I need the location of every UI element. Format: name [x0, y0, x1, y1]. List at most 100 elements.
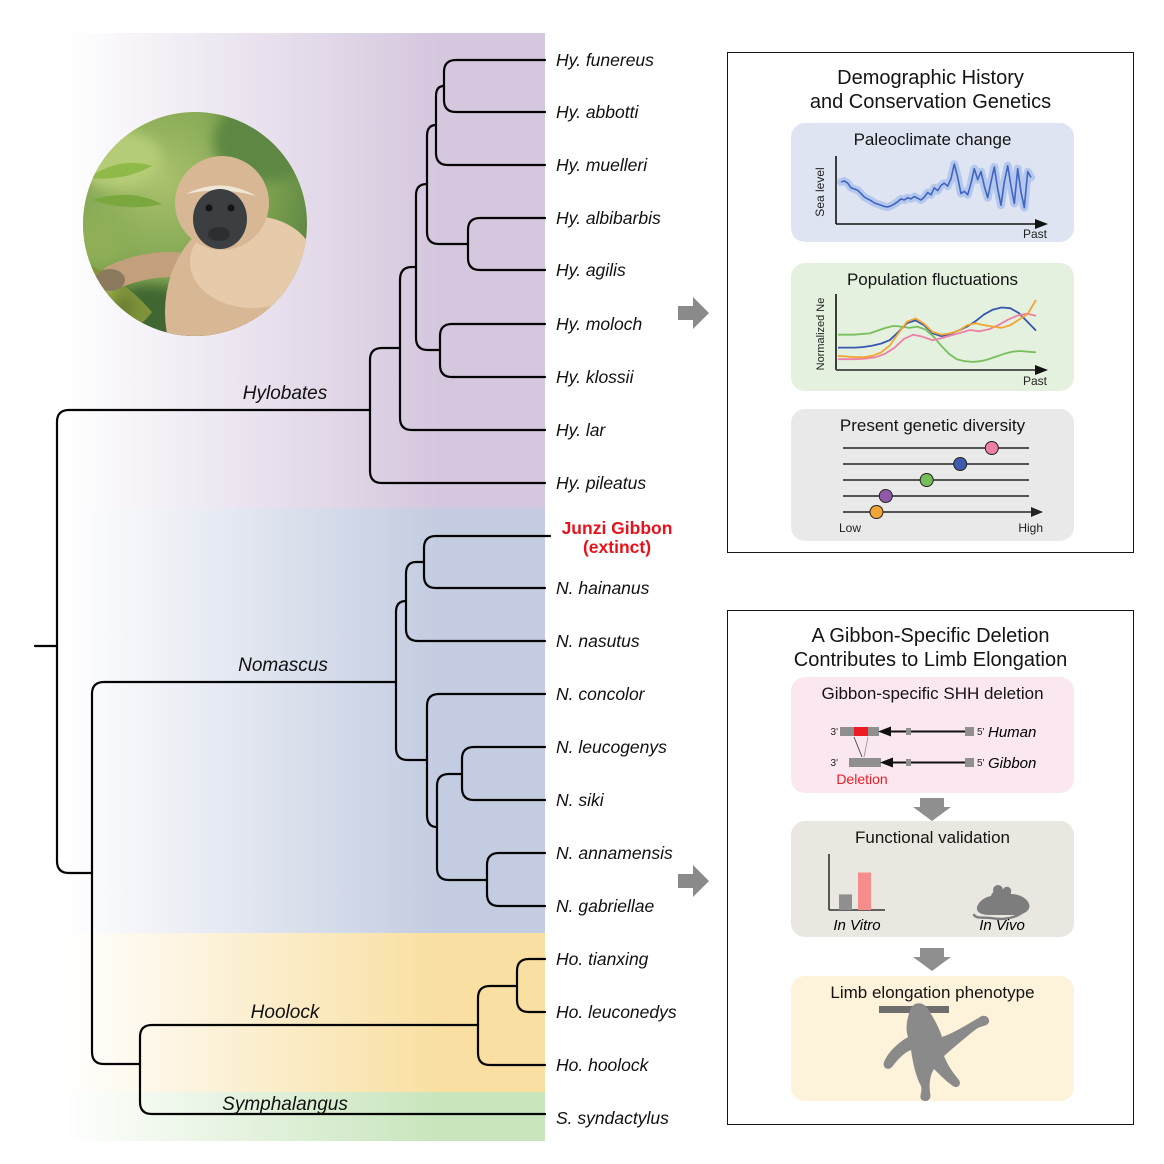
ne-line-pink	[838, 312, 1037, 361]
demographic-panel: Demographic History and Conservation Gen…	[727, 52, 1134, 553]
sea-level-ylabel: Sea level	[813, 167, 827, 216]
hanging-gibbon-silhouette	[883, 1003, 990, 1101]
genus-label-nomascus: Nomascus	[238, 655, 328, 676]
x-axis-arrowhead	[1035, 365, 1048, 375]
diversity-arrowhead	[1031, 507, 1043, 517]
gibbon-photo	[83, 112, 307, 336]
tip-hy-moloch: Hy. moloch	[556, 314, 642, 334]
genus-label-hoolock: Hoolock	[251, 1002, 321, 1023]
diversity-subpanel: Present genetic diversity Low High	[791, 409, 1074, 541]
deletion-title-line2: Contributes to Limb Elongation	[793, 649, 1068, 671]
ne-line-green	[838, 325, 1037, 363]
arrow-to-demographic-panel	[678, 297, 709, 329]
tip-hy-abbotti: Hy. abbotti	[556, 102, 639, 122]
genus-label-hylobates: Hylobates	[243, 383, 328, 404]
diversity-dot-orange	[869, 505, 884, 519]
tree-branches	[33, 58, 552, 1116]
phenotype-diagram	[879, 1003, 990, 1101]
sea-level-band	[837, 160, 1035, 212]
arrow-to-deletion-panel	[678, 865, 709, 897]
genus-label-symphalangus: Symphalangus	[222, 1094, 348, 1115]
validation-subpanel: Functional validation In Vitro In Vivo	[791, 821, 1074, 937]
invivo-label: In Vivo	[979, 917, 1025, 934]
gibbon-face	[193, 189, 247, 249]
gibbon-label: Gibbon	[988, 755, 1036, 772]
species-labels: Hy. funereus Hy. abbotti Hy. muelleri Hy…	[556, 50, 677, 1128]
population-chart: Normalized Ne Past	[815, 294, 1048, 388]
diversity-dot-green	[919, 473, 934, 487]
mouse-icon	[972, 885, 1030, 920]
diversity-dot-pink	[984, 441, 999, 455]
population-xlabel: Past	[1023, 374, 1048, 388]
tip-hy-funereus: Hy. funereus	[556, 50, 654, 70]
sea-level-line	[840, 163, 1032, 209]
tip-ho-hoolock: Ho. hoolock	[556, 1055, 650, 1075]
diversity-low-label: Low	[839, 521, 861, 535]
invitro-label: In Vitro	[833, 917, 880, 934]
band-symphalangus	[63, 1092, 545, 1141]
tip-n-annamensis: N. annamensis	[556, 843, 673, 863]
band-hoolock	[63, 933, 545, 1092]
ne-line-orange	[837, 299, 1037, 359]
leaf	[88, 162, 152, 179]
invitro-bar-deletion	[858, 872, 871, 910]
tip-hy-pileatus: Hy. pileatus	[556, 473, 646, 493]
paleoclimate-title: Paleoclimate change	[853, 130, 1012, 149]
paleoclimate-xlabel: Past	[1023, 227, 1048, 241]
population-ylabel: Normalized Ne	[815, 298, 827, 371]
phenotype-subpanel: Limb elongation phenotype	[791, 976, 1074, 1101]
demographic-title-line1: Demographic History	[837, 67, 1024, 89]
human-5prime: 5'	[977, 727, 985, 738]
tip-hy-klossii: Hy. klossii	[556, 367, 635, 387]
deletion-panel-title: A Gibbon-Specific Deletion Contributes t…	[728, 624, 1133, 672]
tip-n-siki: N. siki	[556, 790, 605, 810]
gibbon-hand	[95, 269, 125, 291]
population-title: Population fluctuations	[846, 270, 1019, 289]
deletion-title-line1: A Gibbon-Specific Deletion	[811, 625, 1050, 647]
x-axis-arrowhead	[1035, 219, 1048, 229]
gibbon-muzzle	[208, 227, 230, 241]
gibbon-5prime: 5'	[977, 758, 985, 769]
human-gene-arrowhead	[878, 726, 891, 737]
validation-diagram: In Vitro In Vivo	[828, 854, 1030, 934]
tip-junzi-gibbon: Junzi Gibbon	[562, 518, 673, 538]
phenotype-title: Limb elongation phenotype	[830, 983, 1035, 1002]
ne-line-blue	[838, 306, 1037, 349]
demographic-panel-title: Demographic History and Conservation Gen…	[728, 66, 1133, 114]
diversity-dot-purple	[878, 489, 893, 503]
tip-hy-albibarbis: Hy. albibarbis	[556, 208, 661, 228]
validation-title: Functional validation	[855, 828, 1010, 847]
human-label: Human	[988, 724, 1036, 741]
demographic-title-line2: and Conservation Genetics	[809, 91, 1052, 113]
diversity-title: Present genetic diversity	[839, 416, 1026, 435]
down-arrow-1	[913, 798, 951, 821]
band-nomascus	[63, 508, 545, 933]
diversity-high-label: High	[1018, 521, 1043, 535]
human-deleted-segment	[854, 727, 868, 736]
deletion-label: Deletion	[836, 771, 887, 787]
gibbon-eye	[205, 204, 213, 212]
tip-n-concolor: N. concolor	[556, 684, 646, 704]
human-gene-box	[965, 727, 974, 736]
tip-hy-lar: Hy. lar	[556, 420, 606, 440]
tip-s-syndactylus: S. syndactylus	[556, 1108, 669, 1128]
leaf	[92, 194, 162, 208]
gibbon-exon-tick	[906, 759, 911, 766]
human-3prime: 3'	[831, 727, 839, 738]
shh-diagram: 3' 5' Human 3' 5' Gibbon Deletion	[831, 724, 1037, 787]
tip-n-leucogenys: N. leucogenys	[556, 737, 667, 757]
deletion-panel: A Gibbon-Specific Deletion Contributes t…	[727, 610, 1134, 1125]
shh-title: Gibbon-specific SHH deletion	[821, 684, 1044, 703]
tip-hy-muelleri: Hy. muelleri	[556, 155, 648, 175]
down-arrow-2	[913, 948, 951, 971]
diversity-dot-blue	[953, 457, 968, 471]
tip-n-gabriellae: N. gabriellae	[556, 896, 655, 916]
population-subpanel: Population fluctuations Normalized Ne Pa…	[791, 263, 1074, 391]
gibbon-enhancer-bar	[849, 758, 881, 767]
gibbon-3prime: 3'	[831, 758, 839, 769]
tip-n-hainanus: N. hainanus	[556, 578, 650, 598]
gibbon-brow	[186, 185, 256, 196]
tip-junzi-extinct: (extinct)	[583, 537, 651, 557]
invitro-bar-control	[839, 894, 852, 910]
